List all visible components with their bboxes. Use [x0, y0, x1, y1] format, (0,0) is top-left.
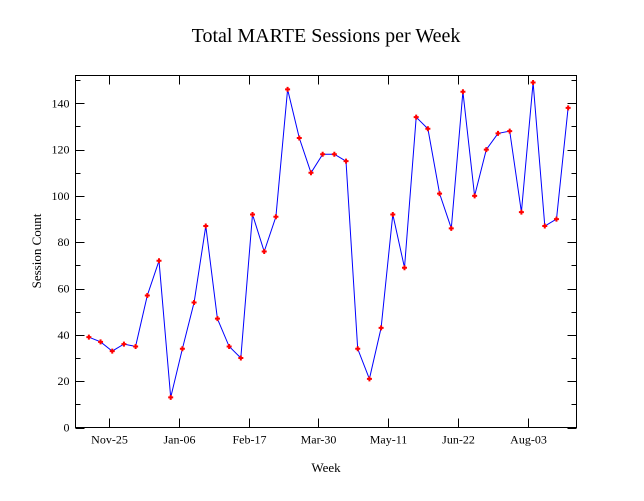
data-point: [191, 299, 197, 305]
x-tick-label: May-11: [370, 433, 408, 447]
data-point: [483, 147, 489, 153]
data-point: [331, 151, 337, 157]
data-point: [250, 211, 256, 217]
plot-frame: [75, 75, 577, 428]
data-point: [308, 170, 314, 176]
data-point: [156, 258, 162, 264]
data-point: [285, 86, 291, 92]
y-axis-label: Session Count: [29, 213, 44, 288]
data-point: [261, 249, 267, 254]
data-point: [320, 151, 326, 157]
data-point: [425, 126, 431, 132]
data-point: [179, 346, 185, 352]
y-tick-label: 40: [58, 328, 70, 342]
x-tick-label: Nov-25: [91, 433, 128, 447]
x-tick-label: Feb-17: [233, 433, 267, 447]
data-point: [226, 343, 232, 349]
data-point: [472, 193, 478, 199]
data-point: [343, 158, 349, 164]
data-point: [355, 346, 361, 352]
data-point: [168, 394, 174, 400]
chart-title: Total MARTE Sessions per Week: [192, 25, 461, 47]
data-point: [214, 316, 220, 322]
data-point: [448, 225, 454, 231]
data-point: [238, 355, 244, 361]
series-line: [88, 82, 569, 398]
x-tick-label: Aug-03: [510, 433, 547, 447]
data-point: [530, 79, 536, 85]
data-point: [273, 214, 279, 220]
data-point: [133, 343, 139, 349]
data-point: [98, 339, 104, 345]
data-point: [86, 334, 92, 340]
data-point: [109, 348, 115, 354]
y-tick-label: 120: [52, 143, 70, 157]
data-point: [144, 293, 150, 298]
data-point: [296, 135, 302, 141]
data-point: [366, 376, 372, 382]
data-point: [553, 216, 559, 222]
x-tick-label: Mar-30: [301, 433, 337, 447]
data-point: [390, 211, 396, 217]
data-point: [495, 130, 501, 136]
data-point: [401, 265, 407, 271]
data-point: [460, 89, 466, 95]
y-tick-label: 100: [52, 189, 70, 203]
x-tick-label: Jan-06: [164, 433, 196, 447]
data-point: [413, 114, 419, 120]
data-point: [437, 191, 443, 197]
data-point: [565, 105, 571, 111]
y-tick-label: 140: [52, 96, 70, 110]
y-tick-label: 0: [64, 421, 70, 435]
data-point: [378, 325, 384, 331]
data-point: [203, 223, 209, 229]
x-axis-label: Week: [311, 460, 341, 475]
y-tick-label: 80: [58, 235, 70, 249]
data-point: [121, 341, 127, 347]
data-point: [542, 223, 548, 229]
data-point: [507, 128, 513, 134]
x-tick-label: Jun-22: [442, 433, 475, 447]
data-point: [518, 209, 524, 215]
y-tick-label: 20: [58, 374, 70, 388]
y-tick-label: 60: [58, 282, 70, 296]
